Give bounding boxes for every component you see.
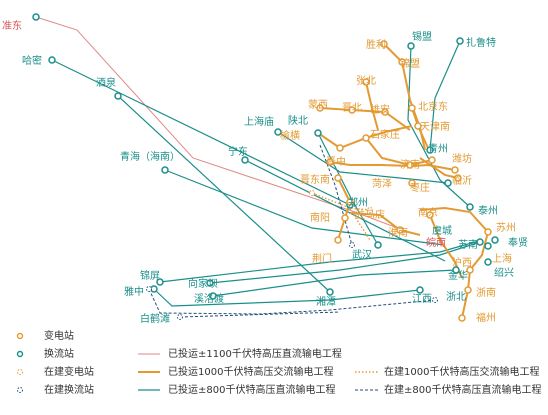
label-shengli: 胜利: [366, 39, 386, 51]
label-qinghai: 青海（海南）: [120, 150, 180, 163]
label-zaozhuang: 枣庄: [410, 181, 430, 194]
line-qinghai-henan: [164, 169, 445, 246]
ac-shijiazhuang-jinan: [365, 137, 433, 167]
legend-substation-swatch: [16, 332, 24, 340]
label-jiuquan: 酒泉: [96, 76, 116, 89]
label-tianjinnan: 天津南: [420, 120, 450, 133]
label-xiangtan: 湘潭: [316, 295, 336, 308]
label-linyi: 临沂: [452, 174, 472, 187]
label-zhumadian: 驻马店: [355, 208, 385, 221]
label-shaoxing: 绍兴: [494, 266, 514, 279]
ac-zhangbei-line: [365, 81, 379, 131]
ac-jindongnan-nanyang: [337, 177, 352, 241]
label-weifang: 潍坊: [452, 152, 472, 165]
legend: 变电站 换流站 在建变电站 在建换流站 已投运±1100千伏特高压直流输电工程 …: [16, 329, 541, 396]
label-beijingdong: 北京东: [418, 100, 448, 113]
line-xiluodu-zhexi: [212, 269, 457, 297]
line-hami-zhengzhou: [51, 59, 351, 206]
line-shanbei-wuhan: [317, 132, 379, 246]
line-xiangjiaba-shanghai: [209, 241, 481, 284]
legend-converter-building: 在建换流站: [44, 383, 94, 396]
label-baihetan: 白鹤滩: [140, 312, 170, 325]
label-zhundong: 准东: [2, 19, 22, 32]
legend-converter: 换流站: [44, 347, 74, 360]
ac-zhumadian-huainan: [349, 212, 421, 236]
label-nanyang: 南阳: [310, 211, 330, 224]
line-shanghaimiao-linyi: [277, 131, 449, 184]
label-heze: 菏泽: [372, 178, 392, 190]
substations: [316, 40, 492, 322]
label-shanghaimiao: 上海庙: [244, 115, 274, 128]
label-nanjing: 南京: [418, 206, 438, 219]
label-jinzhong: 晋中: [326, 155, 346, 168]
dc-800-lines: [51, 40, 483, 307]
label-jinan: 济南: [400, 158, 420, 171]
label-shijiazhuang: 石家庄: [370, 128, 400, 141]
label-sunan: 苏南: [458, 238, 478, 251]
label-huainan: 淮南: [388, 226, 408, 239]
label-fengxian: 奉贤: [508, 236, 528, 249]
ac-jinan-linyi: [419, 157, 459, 179]
line-yazhong-jiangxi: [153, 288, 421, 307]
line-zhundong-wannan: [35, 16, 409, 233]
label-shaanbei: 陕北: [288, 114, 308, 127]
label-jindongnan: 晋东南: [300, 173, 330, 186]
legend-substation: 变电站: [44, 329, 74, 342]
label-zhalute: 扎鲁特: [466, 36, 496, 49]
label-tiansheng: 雄安: [370, 103, 390, 116]
building-stations: [146, 190, 438, 320]
label-wannan: 皖南: [426, 236, 446, 249]
label-hami: 哈密: [22, 54, 42, 67]
ac-1000-building: [311, 192, 371, 241]
label-yucheng: 虞城: [432, 224, 452, 237]
map-labels: 准东 哈密 酒泉 青海（海南） 宁东 上海庙 陕北 榆横 蒙西 张北 胜利 锡盟…: [2, 19, 528, 325]
legend-line-800-building: 在建±800千伏特高压直流输电工程: [384, 383, 541, 396]
label-yazhong: 雅中: [124, 285, 144, 298]
legend-line-1000: 已投运1000千伏特高压交流输电工程: [168, 365, 333, 378]
line-jiuquan-xiangtan: [117, 95, 331, 293]
line-jinping-sunan: [159, 239, 483, 283]
label-jiangxi: 江西: [412, 293, 432, 305]
label-shanghai: 上海: [492, 252, 512, 265]
label-ximeng: 锡盟: [412, 30, 432, 43]
label-zhangbei: 张北: [356, 75, 376, 87]
legend-converter-swatch: [16, 350, 24, 358]
label-huibei: 晋北: [342, 102, 362, 114]
converter-stations: [32, 13, 499, 300]
label-yulin: 榆横: [280, 129, 300, 142]
label-suzhou: 苏州: [496, 221, 516, 234]
label-jingmen: 荆门: [312, 252, 332, 265]
line-zhalute-qingzhou: [429, 40, 461, 151]
label-jinyu: 锦盟: [400, 57, 420, 70]
label-huxi: 沪西: [452, 256, 472, 269]
label-xiluodu: 溪洛渡: [194, 292, 224, 305]
legend-line-1000-building: 在建1000千伏特高压交流输电工程: [384, 365, 539, 378]
label-taizhou: 泰州: [478, 204, 498, 217]
label-qingzhou: 青州: [428, 142, 448, 155]
dc-800-building: [148, 144, 436, 318]
legend-line-1100: 已投运±1100千伏特高压直流输电工程: [168, 347, 342, 360]
label-zhengzhou: 郑州: [348, 196, 368, 209]
legend-substation-building: 在建变电站: [44, 365, 94, 378]
legend-converter-building-swatch: [17, 387, 23, 393]
label-fuzhou: 福州: [476, 311, 496, 324]
line-ningdong-zhejiang: [244, 159, 446, 262]
legend-line-800: 已投运±800千伏特高压直流输电工程: [168, 383, 335, 396]
label-wuhan: 武汉: [352, 248, 372, 261]
label-mengxi: 蒙西: [308, 98, 328, 111]
label-jinping: 锦屏: [140, 269, 160, 282]
label-zhebei: 浙北: [446, 291, 466, 303]
label-jinhua: 金华: [448, 269, 468, 282]
legend-substation-building-swatch: [17, 369, 23, 375]
ac-mengxi-tianjin: [319, 107, 411, 131]
label-ningdong: 宁东: [228, 145, 248, 158]
label-zhenan: 浙南: [476, 286, 496, 299]
label-xiangjiaba: 向家坝: [188, 277, 218, 290]
